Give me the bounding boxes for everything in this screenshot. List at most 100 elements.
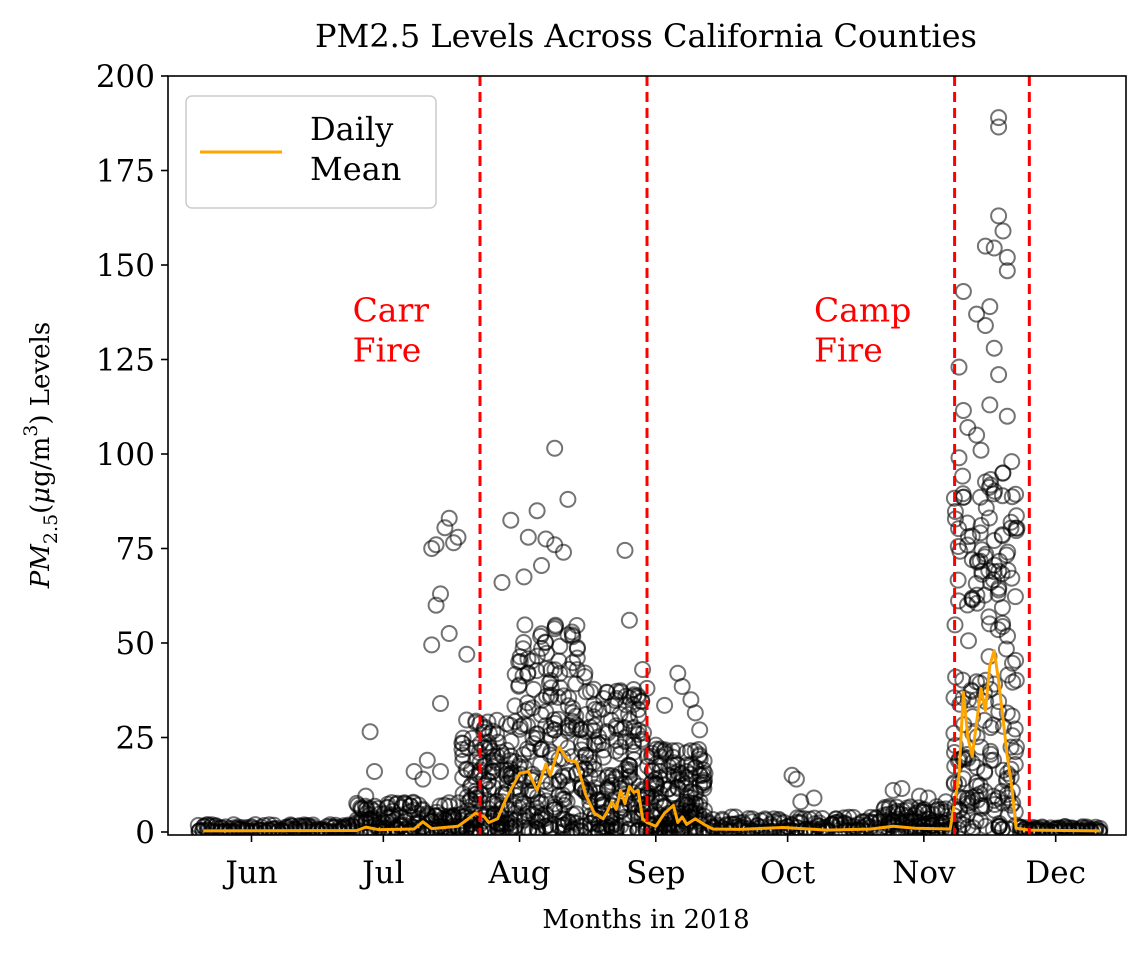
scatter-point [528,725,546,743]
plot-frame [167,75,1127,836]
scatter-point [432,585,449,603]
scatter-point [568,649,586,667]
scatter-point [514,640,532,658]
scatter-point [1007,507,1025,525]
scatter-point [994,487,1011,505]
scatter-point [980,509,998,527]
scatter-point [590,769,608,787]
scatter-point [994,464,1012,482]
y-tick-label: 25 [116,721,155,757]
legend-label-daily-mean: Daily Mean [310,110,401,188]
scatter-point [423,636,441,654]
scatter-point [568,617,586,634]
legend-box [185,95,437,209]
scatter-point [427,536,445,554]
scatter-point [624,736,642,754]
scatter-point [976,237,994,255]
scatter-point [990,118,1008,136]
scatter-point [361,723,379,741]
scatter-point [954,283,972,300]
scatter-point [511,718,529,736]
scatter-point [998,772,1015,790]
scatter-point [990,109,1008,127]
y-tick-label: 75 [116,532,155,568]
y-tick-label: 125 [96,343,155,379]
scatter-point [546,661,564,679]
scatter-point [805,789,823,807]
scatter-point [673,678,691,695]
scatter-point [968,305,986,323]
scatter-point [990,562,1008,580]
scatter-point [994,222,1012,240]
scatter-point [585,696,603,714]
scatter-point [501,716,519,734]
scatter-point [993,599,1011,617]
scatter-point [651,794,669,812]
scatter-point [994,618,1012,635]
x-tick-label: Sep [626,855,685,891]
scatter-point [1006,588,1024,606]
scatter-point [695,779,713,797]
scatter-point [538,644,556,662]
scatter-point [604,797,622,815]
scatter-point [999,627,1016,645]
scatter-point [691,721,709,739]
scatter-point [635,724,652,742]
scatter-point [998,262,1016,280]
scatter-point [990,366,1008,384]
scatter-point [1003,488,1021,506]
x-tick-label: Dec [1025,855,1086,891]
scatter-point [555,543,572,561]
scatter-point [1004,654,1021,672]
y-tick-label: 150 [96,248,155,284]
scatter-point [440,509,458,527]
scatter-point [414,770,432,788]
scatter-point [620,820,638,835]
scatter-point [1006,720,1024,738]
scatter-point [971,524,989,542]
scatter-point [911,787,928,805]
scatter-point [686,704,704,722]
scatter-point [968,728,986,746]
scatter-point [432,695,449,712]
scatter-point [551,665,569,682]
y-tick-label: 200 [96,59,155,95]
scatter-point [515,634,533,651]
x-axis-label: Months in 2018 [542,905,749,935]
scatter-point [976,797,994,815]
chart-title: PM2.5 Levels Across California Counties [315,17,977,55]
scatter-point [998,407,1016,425]
scatter-point [523,652,541,670]
scatter-point [357,787,375,805]
scatter-point [1007,671,1025,689]
scatter-point [532,755,550,773]
x-tick-label: Oct [760,855,816,891]
x-tick-label: Nov [892,855,956,891]
scatter-point [519,650,537,668]
scatter-point [990,207,1008,225]
scatter-point [997,640,1015,658]
scatter-point [955,716,973,734]
scatter-point [985,485,1003,503]
scatter-point [620,611,638,629]
scatter-point [432,763,449,780]
x-tick-label: Aug [487,855,550,891]
scatter-point [919,789,937,807]
scatter-point [946,616,964,634]
scatter-point [787,770,805,788]
scatter-point [972,441,990,459]
scatter-point [1003,569,1021,587]
scatter-point [634,661,652,678]
scatter-point [977,545,995,563]
scatter-point [594,700,612,718]
scatter-point [458,645,476,663]
scatter-point [949,571,967,589]
scatter-point [1012,819,1030,835]
scatter-point [559,490,577,508]
scatter-point [440,625,458,642]
scatter-point [511,754,529,772]
scatter-point [585,754,602,772]
scatter-point [963,527,981,545]
scatter-point [585,760,603,778]
scatter-point [595,741,613,759]
